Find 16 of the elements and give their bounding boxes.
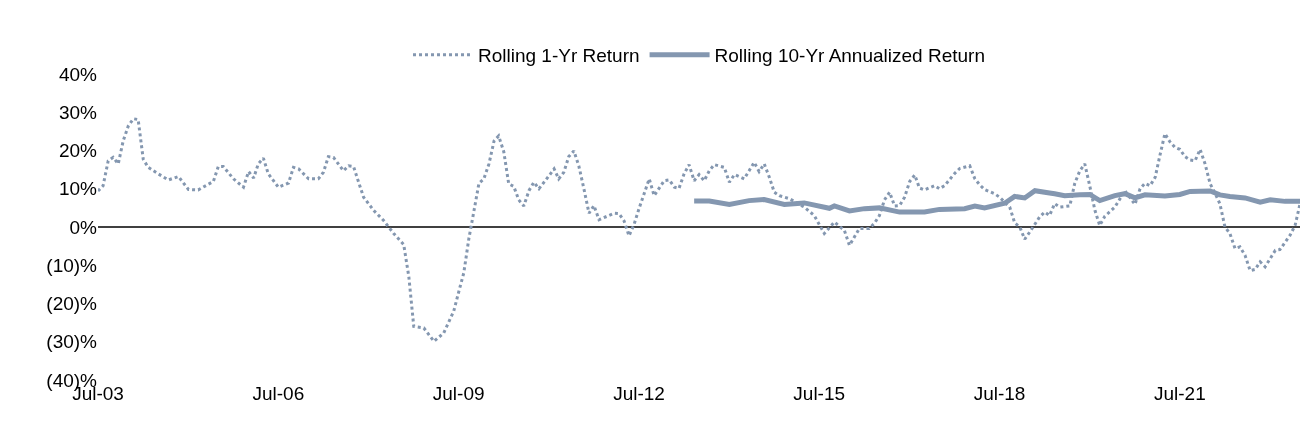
legend-label: Rolling 10-Yr Annualized Return xyxy=(714,45,985,67)
x-tick-label: Jul-12 xyxy=(613,383,665,404)
legend-label: Rolling 1-Yr Return xyxy=(478,45,640,67)
x-tick-label: Jul-15 xyxy=(793,383,846,404)
x-tick-label: Jul-09 xyxy=(432,383,485,404)
x-tick-label: Jul-21 xyxy=(1154,383,1206,404)
y-tick-label: (30)% xyxy=(46,331,98,353)
y-tick-label: 0% xyxy=(69,216,98,238)
y-tick-label: 30% xyxy=(58,101,98,123)
y-tick-label: 40% xyxy=(58,63,98,85)
x-tick-label: Jul-18 xyxy=(973,383,1026,404)
x-tick-label: Jul-06 xyxy=(252,383,305,404)
y-tick-label: 10% xyxy=(58,178,98,200)
y-tick-label: 20% xyxy=(58,140,98,162)
y-tick-label: (10)% xyxy=(46,254,98,276)
y-tick-label: (20)% xyxy=(46,293,98,315)
